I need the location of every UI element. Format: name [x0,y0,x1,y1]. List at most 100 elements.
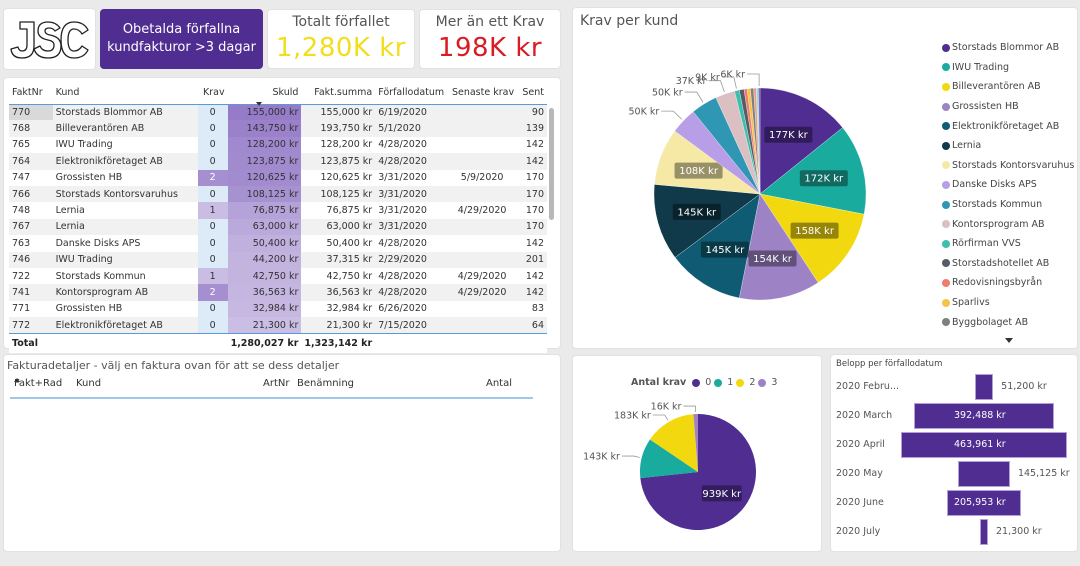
legend-dot-icon [942,278,950,287]
legend-label: Lernia [952,140,982,152]
legend-item[interactable]: Sparlivs [942,293,1074,313]
col-header-kund[interactable]: Kund [52,82,198,105]
pie-slice[interactable] [759,87,843,195]
legend-item[interactable]: IWU Trading [942,58,1074,78]
cell-fakt-summa: 193,750 kr [301,120,376,137]
details-col-fakt-rad[interactable]: Fakt+Rad [14,378,63,389]
table-row[interactable]: 766 Storstads Kontorsvaruhus 0 108,125 kr 10… [9,185,547,203]
cell-sent: 142 [517,284,547,301]
funnel-row[interactable]: 2020 May 145,125 kr [831,461,1079,487]
table-row[interactable]: 741 Kontorsprogram AB 2 36,563 kr 36,563 kr 4… [9,284,547,301]
table-row[interactable]: 770 Storstads Blommor AB 0 155,000 kr 155,00… [9,104,547,121]
funnel-row[interactable]: 2020 July 21,300 kr [831,519,1079,545]
col-header-senaste-krav[interactable]: Senaste krav [447,82,518,105]
cell-skuld: 32,984 kr [227,300,302,318]
legend-dot-icon [942,200,950,209]
cell-faktnr: 763 [12,237,31,249]
funnel-value-label: 21,300 kr [996,526,1042,537]
col-header-krav[interactable]: Krav [197,82,228,105]
table-row[interactable]: 765 IWU Trading 0 128,200 kr 128,200 kr 4/28/… [9,136,547,154]
cell-senaste-krav [447,317,518,334]
cell-senaste-krav: 4/29/2020 [457,270,507,282]
cell-fakt-summa: 155,000 kr [301,104,376,121]
funnel-category-label: 2020 June [836,497,884,508]
table-row[interactable]: 768 Billeverantören AB 0 143,750 kr 193,750 … [9,120,547,137]
legend-label: Elektronikföretaget AB [952,120,1060,132]
legend-item[interactable]: Byggbolaget AB [942,312,1074,332]
funnel-bar[interactable] [974,374,994,400]
pie-slice[interactable] [693,414,698,472]
legend-item[interactable]: Danske Disks APS [942,175,1074,195]
legend-scroll-down-icon[interactable] [1005,338,1013,343]
funnel-category-label: 2020 April [836,439,885,450]
pie-slice[interactable] [759,193,865,283]
funnel-row[interactable]: 2020 June 205,953 kr [831,490,1079,516]
details-col-antal[interactable]: Antal [486,378,513,389]
table-row[interactable]: 748 Lernia 1 76,875 kr 76,875 kr 3/31/2020 4/2… [9,202,547,219]
pie-slice[interactable] [674,193,761,299]
funnel-bar[interactable] [958,461,1010,487]
pie-slice[interactable] [759,127,867,215]
legend-item[interactable]: Kontorsprogram AB [942,214,1074,234]
legend-label[interactable]: 2 [749,377,756,388]
funnel-bar[interactable] [913,403,1055,429]
cell-sent: 64 [517,317,547,334]
details-col-kund[interactable]: Kund [76,378,102,389]
legend-label[interactable]: 1 [727,377,734,388]
col-header-sent[interactable]: Sent [517,82,547,105]
table-scrollbar[interactable] [549,108,554,220]
cell-senaste-krav [447,218,518,236]
legend-item[interactable]: Storstads Blommor AB [942,38,1074,58]
pie-slice[interactable] [640,414,756,530]
table-row[interactable]: 763 Danske Disks APS 0 50,400 kr 50,400 kr 4/… [9,235,547,252]
col-header-forfallodatum[interactable]: Förfallodatum [375,82,448,105]
funnel-row[interactable]: 2020 April 463,961 kr [831,432,1079,458]
legend-item[interactable]: Storstadshotellet AB [942,254,1074,274]
legend-item[interactable]: Elektronikföretaget AB [942,116,1074,136]
legend-item[interactable]: Storstads Kommun [942,195,1074,215]
pie-slice[interactable] [653,184,761,258]
total-skuld: 1,280,027 kr [227,332,302,354]
legend-item[interactable]: Billeverantören AB [942,77,1074,97]
legend-label: Storstadshotellet AB [952,257,1050,269]
col-header-fakt-summa[interactable]: Fakt.summa [301,82,376,105]
legend-item[interactable]: Rörfirman VVS [942,234,1074,254]
pie-slice[interactable] [640,439,698,479]
pie-data-label: 143K kr [583,452,620,463]
cell-krav: 0 [197,136,228,154]
cell-forfallodatum: 3/31/2020 [375,185,448,203]
table-row[interactable]: 771 Grossisten HB 0 32,984 kr 32,984 kr 6/26/… [9,300,547,318]
legend-dot-icon [942,63,950,72]
legend-label[interactable]: 3 [771,377,778,388]
funnel-row[interactable]: 2020 Febru... 51,200 kr [831,374,1079,400]
table-row[interactable]: 772 Elektronikföretaget AB 0 21,300 kr 21,30… [9,317,547,334]
funnel-bar[interactable] [901,432,1067,458]
cell-senaste-krav [447,251,518,268]
legend-item[interactable]: Storstads Kontorsvaruhus [942,156,1074,176]
legend-item[interactable]: Grossisten HB [942,97,1074,117]
legend-item[interactable]: Lernia [942,136,1074,156]
table-row[interactable]: 722 Storstads Kommun 1 42,750 kr 42,750 kr 4/… [9,267,547,285]
details-col-artnr[interactable]: ArtNr [263,378,290,389]
funnel-bar[interactable] [947,490,1021,516]
table-row[interactable]: 746 IWU Trading 0 44,200 kr 37,315 kr 2/29/20… [9,251,547,268]
pie-slice[interactable] [739,193,819,301]
details-col-benamning[interactable]: Benämning [297,378,355,389]
cell-kund: Storstads Kontorsvaruhus [52,185,198,203]
table-row[interactable]: 767 Lernia 0 63,000 kr 63,000 kr 3/31/2020 170 [9,218,547,236]
funnel-bar[interactable] [980,519,988,545]
pie-slice[interactable] [649,414,698,472]
col-header-faktnr[interactable]: FaktNr [9,82,53,105]
legend-item[interactable]: Redovisningsbyrån [942,273,1074,293]
table-row[interactable]: 747 Grossisten HB 2 120,625 kr 120,625 kr 3/3… [9,169,547,186]
funnel-value-label: 205,953 kr [954,497,1006,508]
cell-senaste-krav [447,120,518,137]
pie-slice[interactable] [758,87,761,195]
legend-label[interactable]: 0 [705,377,712,388]
cell-forfallodatum: 7/15/2020 [375,317,448,334]
cell-krav: 0 [197,218,228,236]
table-row[interactable]: 764 Elektronikföretaget AB 0 123,875 kr 123,… [9,153,547,170]
cell-sent: 90 [517,104,547,121]
funnel-row[interactable]: 2020 March 392,488 kr [831,403,1079,429]
col-header-skuld[interactable]: Skuld [227,82,302,106]
